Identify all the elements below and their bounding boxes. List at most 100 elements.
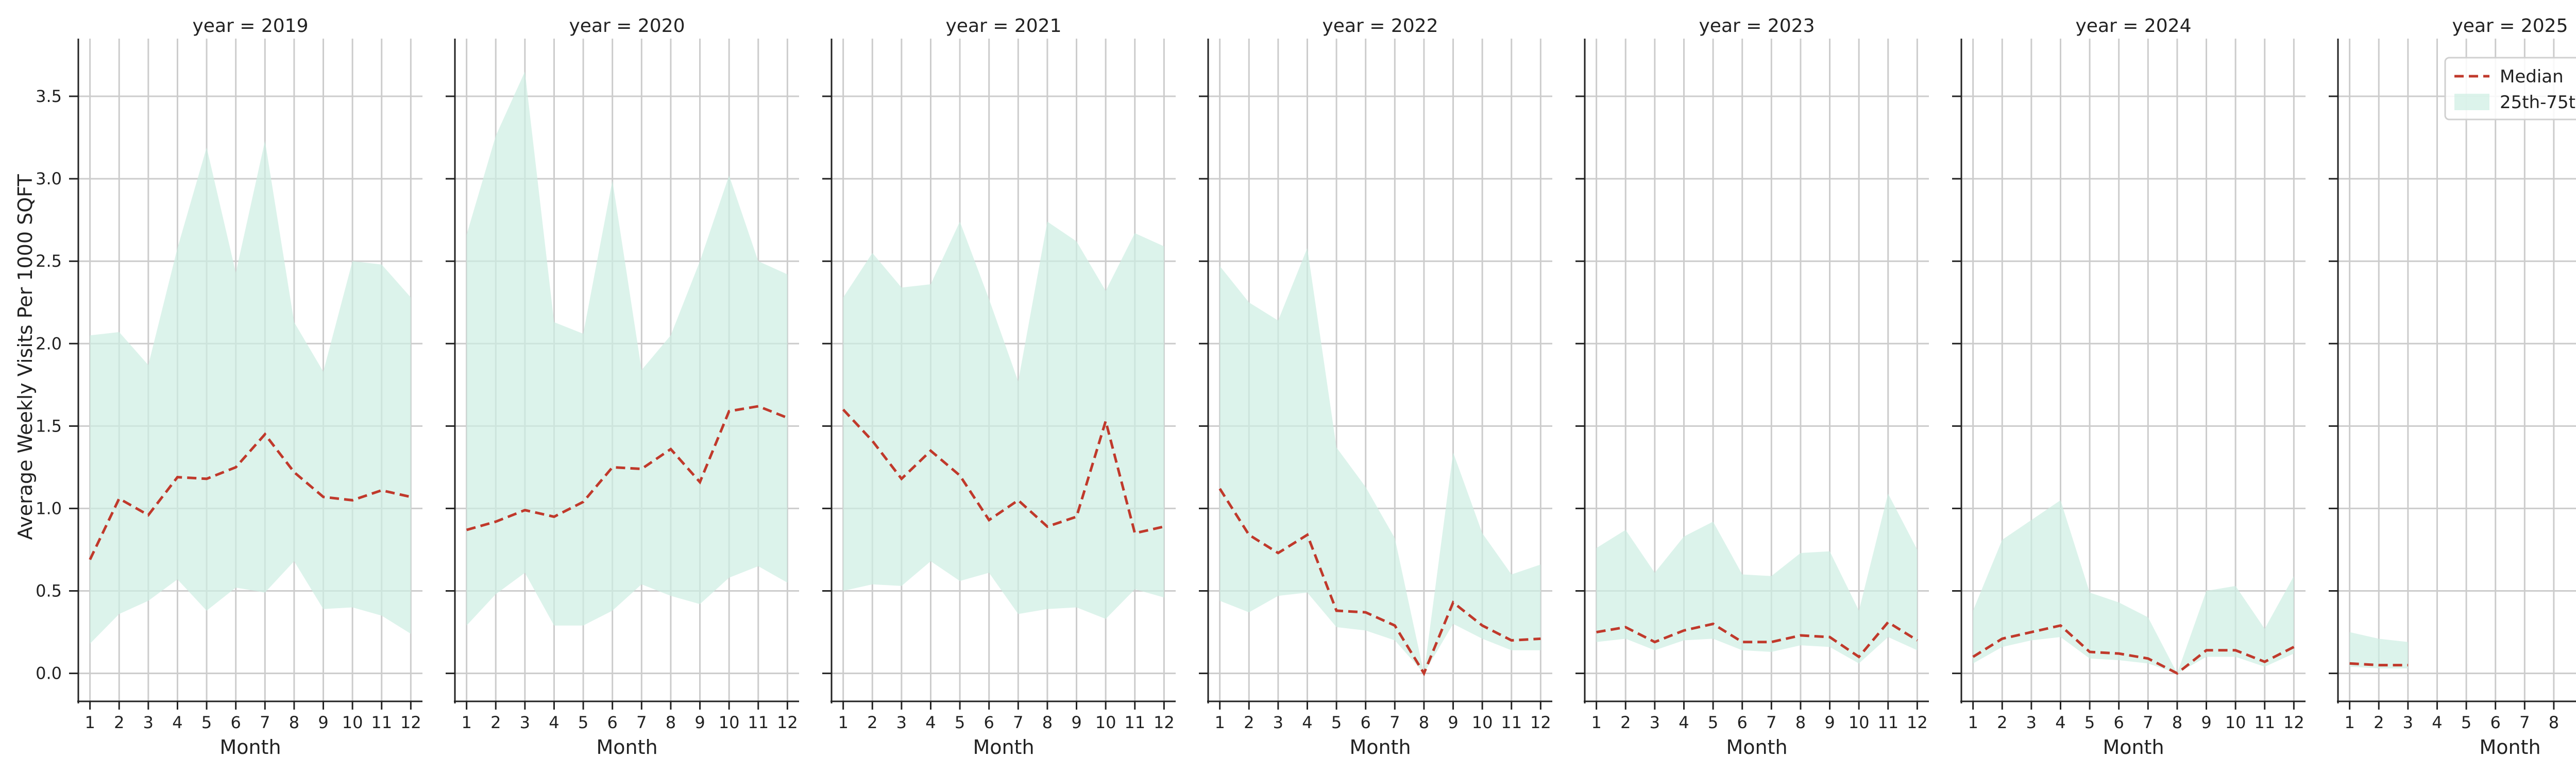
x-tick-label: 2 (114, 713, 124, 732)
x-tick-label: 2 (867, 713, 877, 732)
x-tick-label: 6 (2114, 713, 2124, 732)
x-tick-label: 3 (2026, 713, 2037, 732)
x-tick-label: 1 (1214, 713, 1225, 732)
x-tick-label: 6 (1361, 713, 1371, 732)
x-tick-label: 7 (1389, 713, 1400, 732)
x-tick-label: 8 (1042, 713, 1053, 732)
x-tick-label: 5 (578, 713, 588, 732)
x-tick-label: 7 (1766, 713, 1776, 732)
x-tick-label: 6 (231, 713, 241, 732)
x-tick-label: 1 (1591, 713, 1601, 732)
x-tick-label: 10 (1849, 713, 1870, 732)
facet-title: year = 2025 (2452, 15, 2568, 37)
x-tick-label: 11 (748, 713, 769, 732)
x-tick-label: 1 (1968, 713, 1978, 732)
x-tick-label: 4 (2055, 713, 2065, 732)
x-tick-label: 10 (2225, 713, 2246, 732)
x-tick-label: 5 (2084, 713, 2095, 732)
x-tick-label: 6 (984, 713, 994, 732)
facet-title: year = 2019 (193, 15, 309, 37)
x-tick-label: 7 (2143, 713, 2153, 732)
facet-title: year = 2022 (1323, 15, 1438, 37)
x-tick-label: 3 (520, 713, 530, 732)
x-tick-label: 7 (2519, 713, 2530, 732)
x-tick-label: 11 (1124, 713, 1145, 732)
x-tick-label: 2 (490, 713, 501, 732)
x-tick-label: 2 (2374, 713, 2384, 732)
x-tick-label: 9 (2201, 713, 2211, 732)
x-tick-label: 3 (143, 713, 154, 732)
x-tick-label: 2 (1997, 713, 2007, 732)
x-tick-label: 10 (1472, 713, 1493, 732)
x-axis-label: Month (2103, 736, 2164, 759)
x-tick-label: 3 (1273, 713, 1283, 732)
x-tick-label: 12 (1530, 713, 1551, 732)
x-axis-label: Month (2479, 736, 2540, 759)
x-tick-label: 8 (1419, 713, 1429, 732)
percentile-band (90, 141, 411, 644)
x-tick-label: 7 (1013, 713, 1023, 732)
y-tick-label: 1.0 (36, 498, 62, 518)
y-axis-label: Average Weekly Visits Per 1000 SQFT (14, 174, 37, 540)
facet-title: year = 2024 (2076, 15, 2192, 37)
x-axis-label: Month (973, 736, 1034, 759)
x-tick-label: 4 (1679, 713, 1689, 732)
y-tick-label: 1.5 (36, 416, 62, 436)
x-tick-label: 7 (636, 713, 647, 732)
x-tick-label: 11 (371, 713, 392, 732)
x-tick-label: 9 (694, 713, 705, 732)
median-line (2349, 662, 2408, 667)
x-tick-label: 3 (2403, 713, 2413, 732)
x-tick-label: 7 (260, 713, 270, 732)
median-line (1218, 488, 1541, 677)
x-tick-label: 8 (2549, 713, 2559, 732)
x-tick-label: 6 (607, 713, 618, 732)
x-tick-label: 8 (1795, 713, 1806, 732)
x-tick-label: 4 (549, 713, 559, 732)
legend-band-label: 25th-75th Percentile (2500, 92, 2576, 113)
x-tick-label: 10 (342, 713, 363, 732)
x-axis-label: Month (596, 736, 657, 759)
legend-band-swatch (2454, 94, 2489, 110)
percentile-band (466, 72, 788, 626)
x-tick-label: 11 (1501, 713, 1522, 732)
percentile-band (1596, 493, 1918, 664)
x-axis-label: Month (1349, 736, 1411, 759)
x-tick-label: 10 (719, 713, 740, 732)
x-tick-label: 10 (1095, 713, 1116, 732)
x-tick-label: 2 (1620, 713, 1631, 732)
x-tick-label: 11 (1877, 713, 1899, 732)
x-tick-label: 12 (777, 713, 798, 732)
y-tick-label: 2.0 (36, 334, 62, 353)
median-line (842, 408, 1164, 535)
x-tick-label: 11 (2254, 713, 2275, 732)
x-tick-label: 5 (1708, 713, 1718, 732)
x-tick-label: 12 (1154, 713, 1175, 732)
x-tick-label: 3 (896, 713, 907, 732)
x-axis-label: Month (1726, 736, 1787, 759)
percentile-band (2349, 632, 2408, 668)
legend-median-label: Median (2500, 66, 2564, 87)
x-tick-label: 5 (2461, 713, 2471, 732)
x-tick-label: 6 (1737, 713, 1748, 732)
x-tick-label: 8 (2172, 713, 2182, 732)
x-tick-label: 4 (1302, 713, 1312, 732)
percentile-band (843, 221, 1164, 619)
y-tick-label: 3.0 (36, 169, 62, 188)
x-tick-label: 1 (84, 713, 95, 732)
x-tick-label: 8 (289, 713, 299, 732)
x-tick-label: 8 (666, 713, 676, 732)
x-tick-label: 1 (461, 713, 471, 732)
x-tick-label: 2 (1244, 713, 1254, 732)
y-tick-label: 2.5 (36, 251, 62, 271)
x-tick-label: 4 (2432, 713, 2442, 732)
x-tick-label: 12 (1907, 713, 1928, 732)
x-tick-label: 9 (1824, 713, 1835, 732)
x-tick-label: 12 (400, 713, 421, 732)
median-line (1596, 621, 1918, 659)
y-tick-label: 0.5 (36, 581, 62, 601)
x-tick-label: 4 (172, 713, 182, 732)
x-tick-label: 3 (1650, 713, 1660, 732)
